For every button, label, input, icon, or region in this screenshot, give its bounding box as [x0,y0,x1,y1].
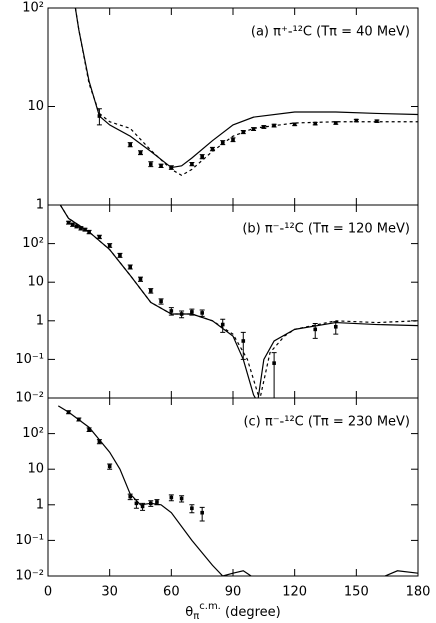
data-point [97,114,102,118]
data-point [128,265,133,269]
dashed-curve [74,8,418,177]
data-point [200,154,204,159]
data-point [241,130,246,134]
data-point [190,162,194,166]
x-axis-label-part: π [193,611,199,622]
data-point [148,162,153,166]
x-tick-label: 0 [44,585,52,600]
data-point [292,122,297,127]
x-axis-label-part: (degree) [221,605,281,620]
data-point [87,230,91,234]
y-tick-label: 1 [36,497,44,512]
data-point [74,224,79,229]
data-point [140,504,145,509]
error-bar [271,352,277,398]
data-point [220,140,225,145]
x-tick-label: 180 [406,585,431,600]
data-point [179,312,184,316]
data-point [83,227,87,232]
data-point [241,339,246,343]
x-tick-label: 90 [225,585,242,600]
data-point [313,121,318,126]
data-point [169,495,174,500]
x-tick-label: 30 [101,585,118,600]
data-point [128,494,133,499]
data-point [148,288,153,293]
data-point [134,501,139,506]
data-point [272,123,276,128]
y-tick-label: 1 [36,313,44,328]
data-point [251,127,256,131]
data-point [375,119,379,123]
data-point [200,510,204,515]
data-point [231,137,235,142]
plot-area [74,8,418,177]
data-point [138,150,143,155]
y-tick-label: 10² [22,426,44,441]
data-point [148,501,153,506]
data-point [128,142,133,147]
data-point [272,361,276,365]
x-tick-label: 120 [282,585,307,600]
data-point [262,125,266,129]
y-tick-label: 10 [27,462,44,477]
annotation: (c) π⁻-¹²C (Tπ = 230 MeV) [243,415,410,430]
data-point [138,277,143,281]
x-tick-label: 150 [344,585,369,600]
annotation: (a) π⁺-¹²C (Tπ = 40 MeV) [251,25,410,40]
y-tick-label: 10 [27,275,44,290]
data-point [313,327,318,332]
data-point [179,496,184,501]
error-bar [240,331,246,360]
y-tick-label: 10² [22,236,44,251]
x-axis-label-part: c.m. [199,601,221,612]
data-point [155,500,159,504]
data-point [97,235,102,239]
plot-area [57,405,418,576]
y-tick-label: 1 [36,198,44,213]
data-point [200,311,204,315]
data-point [118,253,122,258]
plot-area [59,205,418,398]
x-tick-label: 60 [163,585,180,600]
y-tick-label: 10⁻¹ [15,533,44,548]
data-point [97,439,102,444]
data-point [87,427,91,432]
x-axis-label-part: θ [185,605,193,620]
data-point [107,243,112,248]
data-point [159,299,163,304]
solid-curve [57,405,418,576]
y-tick-label: 10⁻² [15,391,44,406]
y-tick-label: 10⁻¹ [15,352,44,367]
data-point [190,310,194,314]
data-point [107,464,112,469]
data-point [66,220,71,225]
data-point [354,118,359,123]
data-point [66,410,71,414]
data-point [220,322,225,327]
data-point [77,417,81,422]
data-point [333,324,338,329]
data-point [210,147,215,151]
annotation: (b) π⁻-¹²C (Tπ = 120 MeV) [242,222,410,237]
data-point [333,121,338,125]
y-tick-label: 10⁻² [15,569,44,584]
data-point [159,164,163,168]
data-point [70,222,75,227]
data-point [79,226,83,231]
y-tick-label: 10 [27,99,44,114]
y-tick-label: 10² [22,1,44,16]
x-axis-label: θπc.m. (degree) [185,601,280,622]
data-point [169,165,174,170]
data-point [190,506,194,511]
data-point [169,309,174,313]
